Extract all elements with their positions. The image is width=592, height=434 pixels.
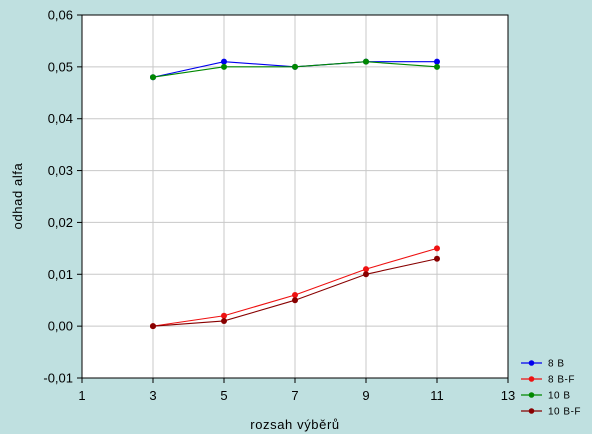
- data-point-8-b-f: [434, 245, 440, 252]
- data-point-10-b-f: [363, 271, 369, 278]
- y-tick-label: 0,04: [48, 111, 73, 126]
- legend-item-8-b-f: 8 B-F: [521, 375, 575, 386]
- y-tick-label: 0,05: [48, 59, 73, 74]
- x-tick-label: 11: [430, 388, 444, 403]
- data-point-10-b: [434, 63, 440, 70]
- legend-marker: [528, 360, 535, 366]
- legend-item-10-b-f: 10 B-F: [521, 407, 581, 418]
- x-tick-label: 1: [78, 388, 85, 403]
- series-10-b-f: [150, 255, 440, 330]
- y-tick-label: 0,01: [48, 267, 73, 282]
- legend: 8 B 8 B-F 10 B 10 B-F: [521, 359, 581, 418]
- data-point-8-b-f: [363, 266, 369, 273]
- data-point-10-b-f: [150, 323, 156, 330]
- y-tick-label: 0,06: [48, 8, 73, 23]
- y-tick-label: 0,03: [48, 163, 73, 178]
- x-axis: 1 3 5 7 9 11 13: [78, 378, 515, 403]
- y-tick-label: 0,02: [48, 215, 73, 230]
- y-tick-label: 0,00: [48, 319, 73, 334]
- data-point-10-b-f: [221, 317, 227, 324]
- series-10-b: [150, 58, 440, 81]
- y-axis-title: odhad alfa: [10, 162, 25, 229]
- legend-marker: [528, 376, 535, 382]
- y-axis: -0,01 0,00 0,01 0,02 0,03 0,04 0,05 0,06: [43, 8, 82, 386]
- data-point-10-b: [150, 74, 156, 81]
- data-point-8-b: [221, 58, 227, 65]
- y-tick-label: -0,01: [43, 371, 73, 386]
- x-tick-label: 7: [291, 388, 298, 403]
- legend-label: 8 B: [548, 359, 565, 370]
- legend-marker: [528, 392, 535, 398]
- legend-marker: [528, 408, 535, 414]
- data-point-8-b-f: [221, 312, 227, 319]
- legend-label: 10 B: [548, 391, 571, 402]
- legend-label: 8 B-F: [548, 375, 575, 386]
- data-point-10-b: [363, 58, 369, 65]
- x-tick-label: 3: [149, 388, 156, 403]
- data-point-10-b-f: [434, 255, 440, 262]
- legend-item-10-b: 10 B: [521, 391, 571, 402]
- data-point-10-b-f: [292, 297, 298, 304]
- x-axis-title: rozsah výběrů: [250, 417, 339, 432]
- data-point-10-b: [221, 63, 227, 70]
- x-tick-label: 5: [220, 388, 227, 403]
- data-point-8-b-f: [292, 292, 298, 299]
- legend-label: 10 B-F: [548, 407, 581, 418]
- legend-item-8-b: 8 B: [521, 359, 565, 370]
- data-point-8-b: [434, 58, 440, 65]
- x-tick-label: 9: [362, 388, 369, 403]
- data-point-10-b: [292, 63, 298, 70]
- x-tick-label: 13: [501, 388, 515, 403]
- series-group: [150, 58, 440, 330]
